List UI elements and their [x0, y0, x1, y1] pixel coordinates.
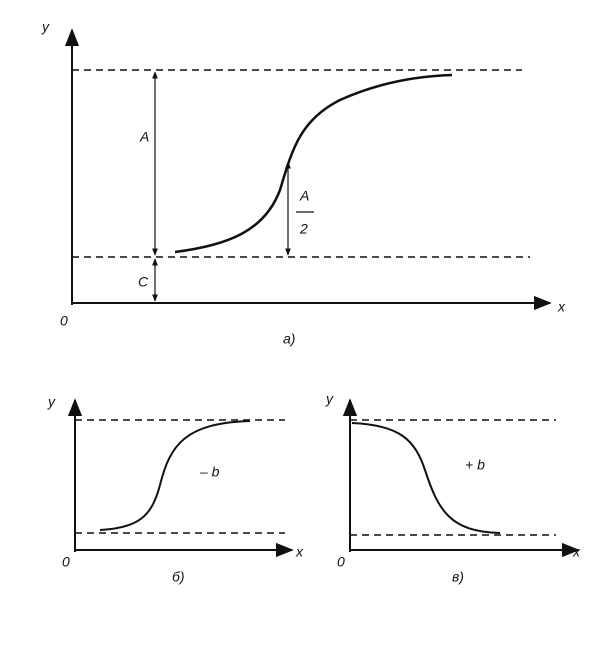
x-axis-label: x [295, 544, 304, 560]
origin-label: 0 [337, 554, 345, 570]
panel-label: а) [283, 331, 295, 347]
sigmoid-curve [174, 73, 453, 254]
y-axis-label: y [41, 19, 50, 35]
panel-c: y 0 x + b в) [325, 391, 581, 585]
origin-label: 0 [60, 313, 68, 329]
offset-label: C [138, 274, 149, 290]
amplitude-label: A [139, 129, 149, 145]
half-numerator: A [299, 188, 309, 204]
y-axis-label: y [47, 394, 56, 410]
curve-label: – b [199, 464, 220, 480]
x-axis-label: x [557, 299, 566, 315]
sigmoid-curve [351, 422, 501, 534]
sigmoid-curve [99, 420, 251, 531]
x-axis-label: x [572, 544, 581, 560]
panel-label: в) [452, 569, 464, 585]
y-axis-label: y [325, 391, 334, 407]
curve-label: + b [465, 457, 485, 473]
panel-b: y 0 x – b б) [47, 394, 304, 585]
half-denominator: 2 [299, 221, 308, 237]
origin-label: 0 [62, 554, 70, 570]
panel-a: y 0 x A C A 2 а) [41, 19, 566, 347]
panel-label: б) [172, 569, 185, 585]
